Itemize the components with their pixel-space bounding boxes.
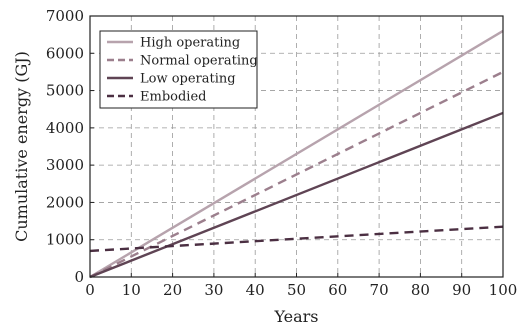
series-line-3 xyxy=(89,111,504,279)
legend-label: Embodied xyxy=(140,90,206,105)
series-line-2 xyxy=(89,70,504,279)
x-tick-label: 70 xyxy=(370,281,389,299)
series-line-4 xyxy=(89,225,504,253)
legend-box xyxy=(99,30,258,109)
x-tick-label: 80 xyxy=(411,281,430,299)
y-tick-label: 7000 xyxy=(46,7,84,25)
y-tick-label: 0 xyxy=(74,268,84,286)
x-tick-label: 100 xyxy=(489,281,517,299)
x-tick-label: 0 xyxy=(85,281,95,299)
x-tick-label: 20 xyxy=(163,281,182,299)
y-axis-title: Cumulative energy (GJ) xyxy=(12,51,31,242)
x-tick-label: 30 xyxy=(204,281,223,299)
legend-label: Normal operating xyxy=(140,54,258,69)
x-tick-label: 60 xyxy=(328,281,347,299)
y-tick-label: 4000 xyxy=(46,119,84,137)
x-tick-label: 10 xyxy=(122,281,141,299)
legend-label: High operating xyxy=(140,36,240,51)
y-tick-label: 1000 xyxy=(46,231,84,249)
y-tick-label: 5000 xyxy=(46,82,84,100)
y-tick-label: 3000 xyxy=(46,156,84,174)
y-tick-label: 2000 xyxy=(46,193,84,211)
series-layer xyxy=(89,29,504,279)
legend-label: Low operating xyxy=(140,72,236,87)
x-tick-label: 90 xyxy=(452,281,471,299)
y-tick-label: 6000 xyxy=(46,44,84,62)
legend: High operating Normal operating Low operat… xyxy=(99,30,258,109)
x-tick-label: 50 xyxy=(287,281,306,299)
ticks: 0 10 20 30 40 50 60 70 80 90 100010002000300040005… xyxy=(46,7,517,299)
series-line-1 xyxy=(89,29,504,279)
x-tick-label: 40 xyxy=(246,281,265,299)
x-axis-title: Years xyxy=(273,307,318,326)
